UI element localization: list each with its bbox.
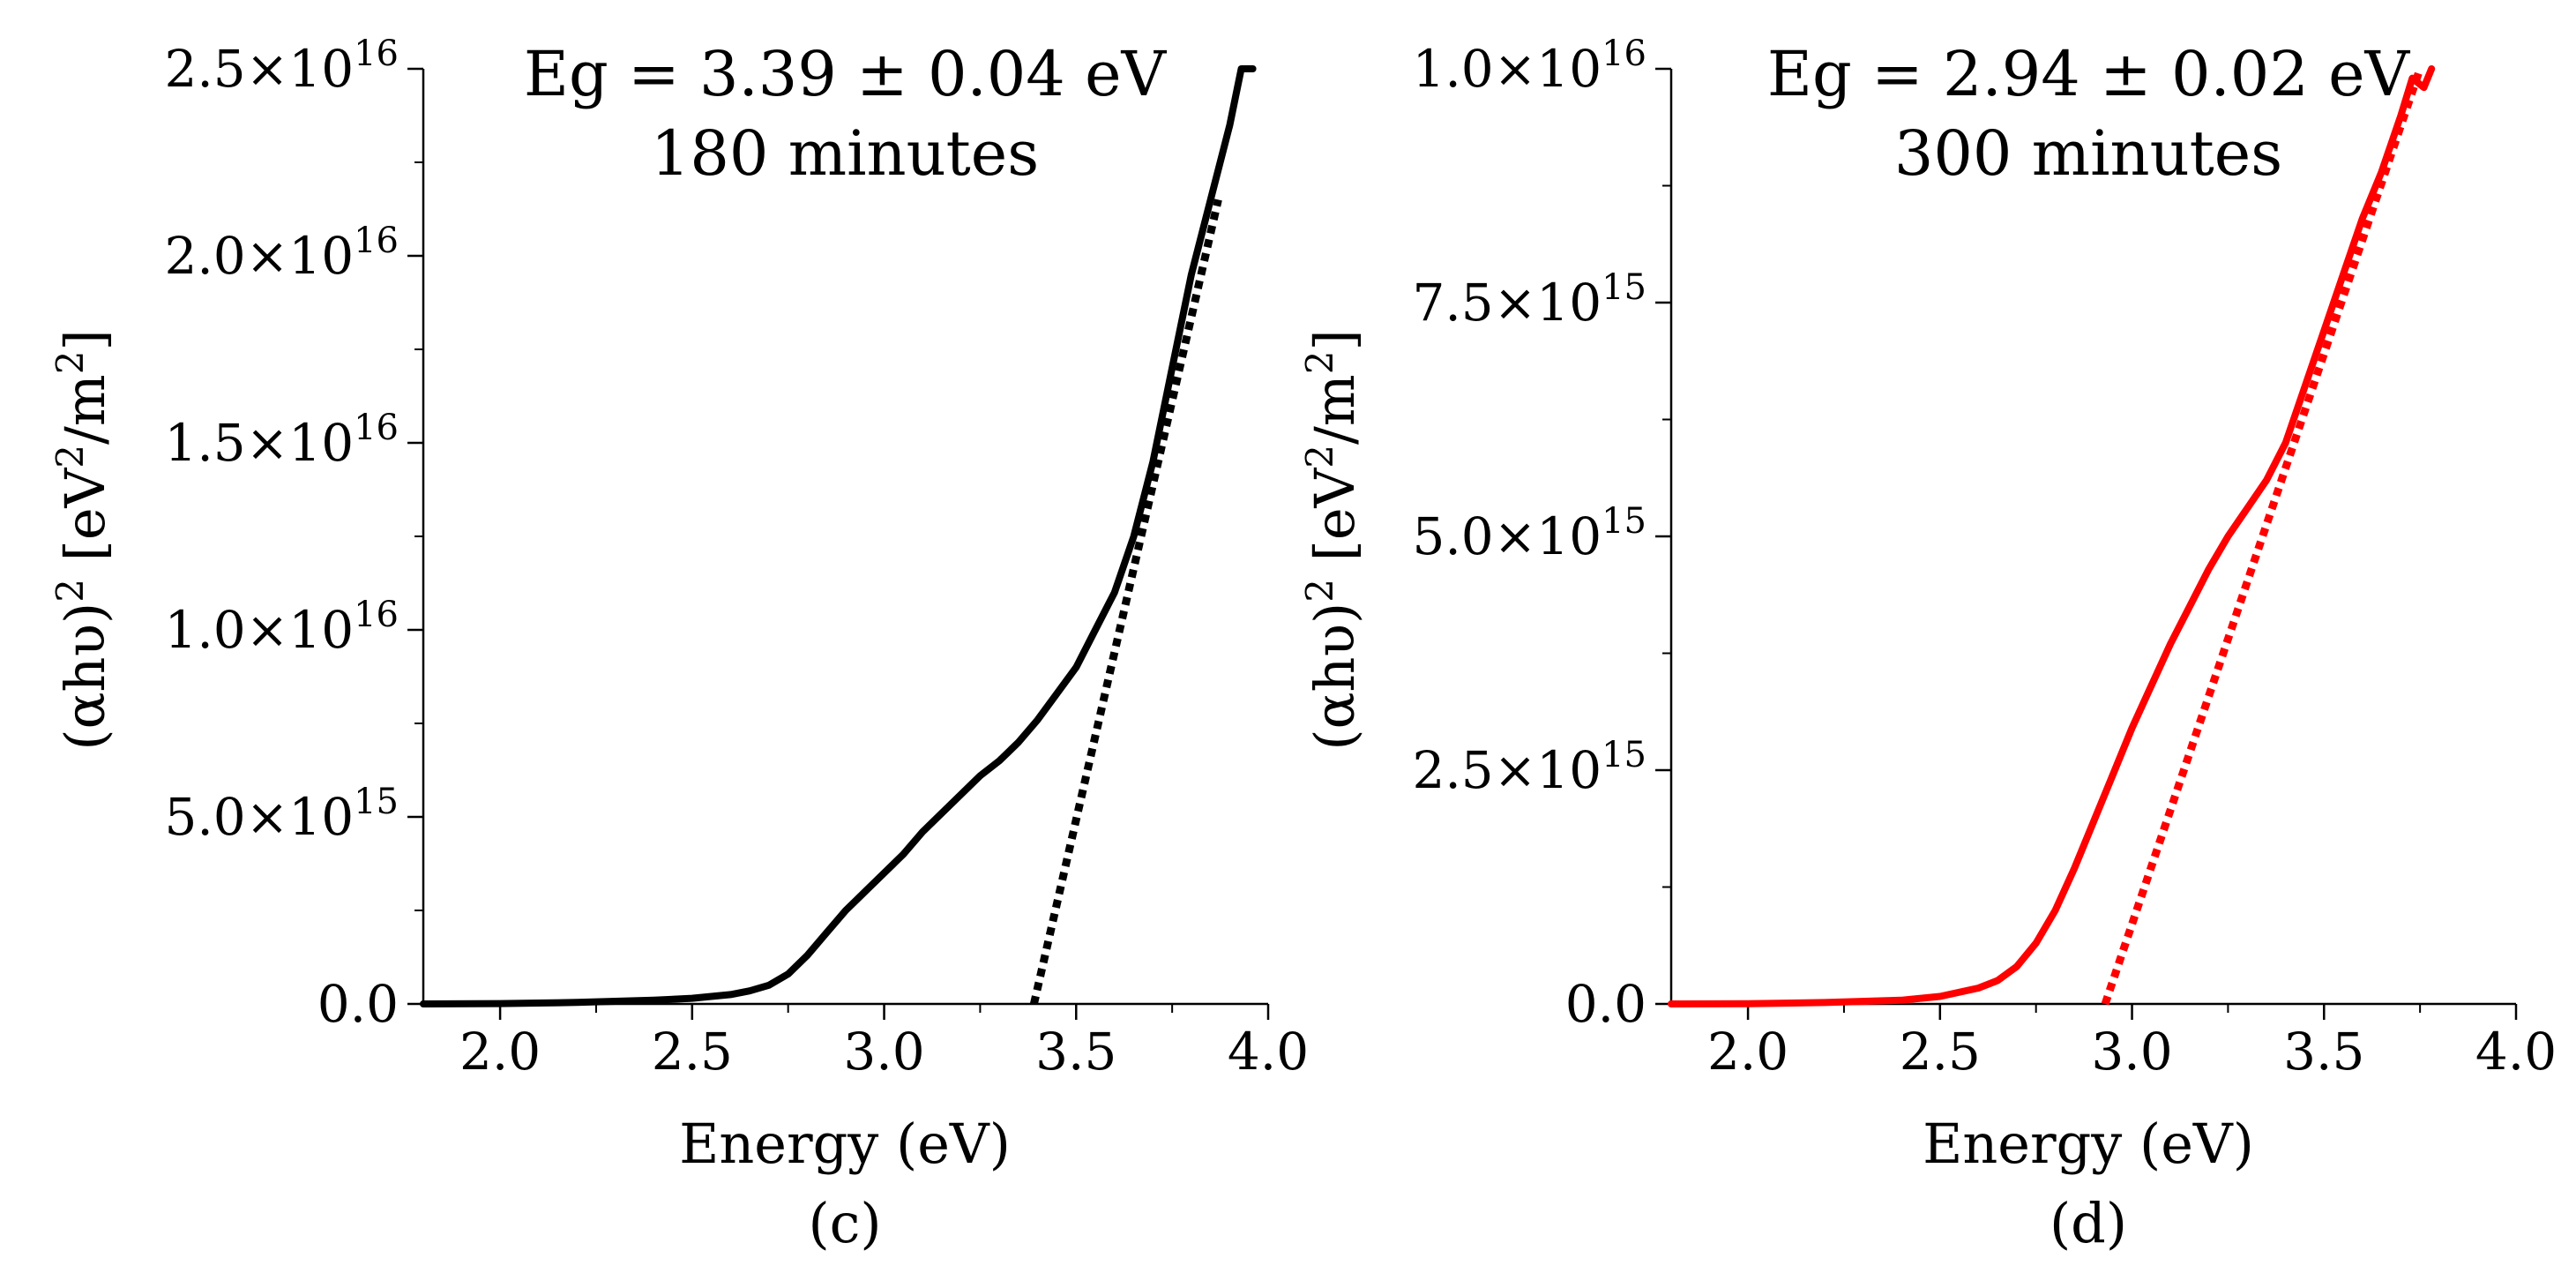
panel-d-fit-line [2101,67,2424,1006]
panel-c-y-tick-label: 0.0 [317,974,399,1034]
panel-c-x-axis-title: Energy (eV) [679,1112,1011,1176]
panel-d-y-tick-label: 2.5×1015 [1412,735,1646,800]
panel-d-x-tick-label: 2.0 [1707,1022,1788,1082]
panel-d-y-tick-label: 7.5×1015 [1412,267,1646,333]
panel-c-axes: 2.0 2.5 3.0 3.5 4.0 0.0 5.0×1015 1.0×1016 1.5×10… [164,34,1309,1082]
panel-c-y-tick-label: 1.0×1016 [164,595,399,660]
panel-c-x-tick-label: 3.5 [1035,1022,1116,1082]
panel-d-x-tick-label: 3.5 [2283,1022,2364,1082]
panel-c-caption: (c) [808,1191,881,1255]
panel-d-y-tick-label: 0.0 [1565,974,1646,1034]
panel-c-y-tick-label: 1.5×1016 [164,408,399,473]
panel-d-annotation-gap: Eg = 2.94 ± 0.02 eV [1767,38,2411,110]
panel-d-y-axis-title: (αhυ)2 [eV2/m2] [1298,329,1368,750]
panel-c-fit-line [1030,198,1222,1006]
panel-c-y-tick-label: 5.0×1015 [164,782,399,847]
panel-c-y-tick-label: 2.5×1016 [164,34,399,99]
panel-c-y-tick-label: 2.0×1016 [164,221,399,286]
panel-d: 2.0 2.5 3.0 3.5 4.0 0.0 2.5×1015 5.0×1015 7.5×10… [1298,34,2557,1255]
panel-d-annotation-time: 300 minutes [1894,117,2282,190]
panel-c-x-tick-label: 4.0 [1228,1022,1309,1082]
panel-c-marks [420,65,1257,1007]
panel-d-axes: 2.0 2.5 3.0 3.5 4.0 0.0 2.5×1015 5.0×1015 7.5×10… [1412,34,2557,1082]
panel-d-caption: (d) [2050,1191,2127,1255]
panel-c: 2.0 2.5 3.0 3.5 4.0 0.0 5.0×1015 1.0×1016 1.5×10… [49,34,1310,1255]
panel-d-x-tick-label: 2.5 [1900,1022,1981,1082]
panel-c-x-tick-label: 2.5 [652,1022,733,1082]
panel-c-annotation-time: 180 minutes [651,117,1039,190]
panel-d-x-tick-label: 4.0 [2475,1022,2557,1082]
panel-d-y-tick-label: 5.0×1015 [1412,501,1646,566]
panel-d-x-axis-title: Energy (eV) [1923,1112,2254,1176]
panel-c-y-axis-title: (αhυ)2 [eV2/m2] [49,329,118,750]
panel-d-x-tick-label: 3.0 [2091,1022,2172,1082]
panel-c-x-tick-label: 3.0 [843,1022,924,1082]
panel-d-marks [1668,65,2436,1007]
panel-c-annotation-gap: Eg = 3.39 ± 0.04 eV [524,38,1168,110]
panel-d-y-tick-label: 1.0×1016 [1412,34,1646,99]
panel-c-x-tick-label: 2.0 [459,1022,541,1082]
panel-c-data-line [420,65,1257,1007]
panel-d-data-line [1668,65,2436,1007]
